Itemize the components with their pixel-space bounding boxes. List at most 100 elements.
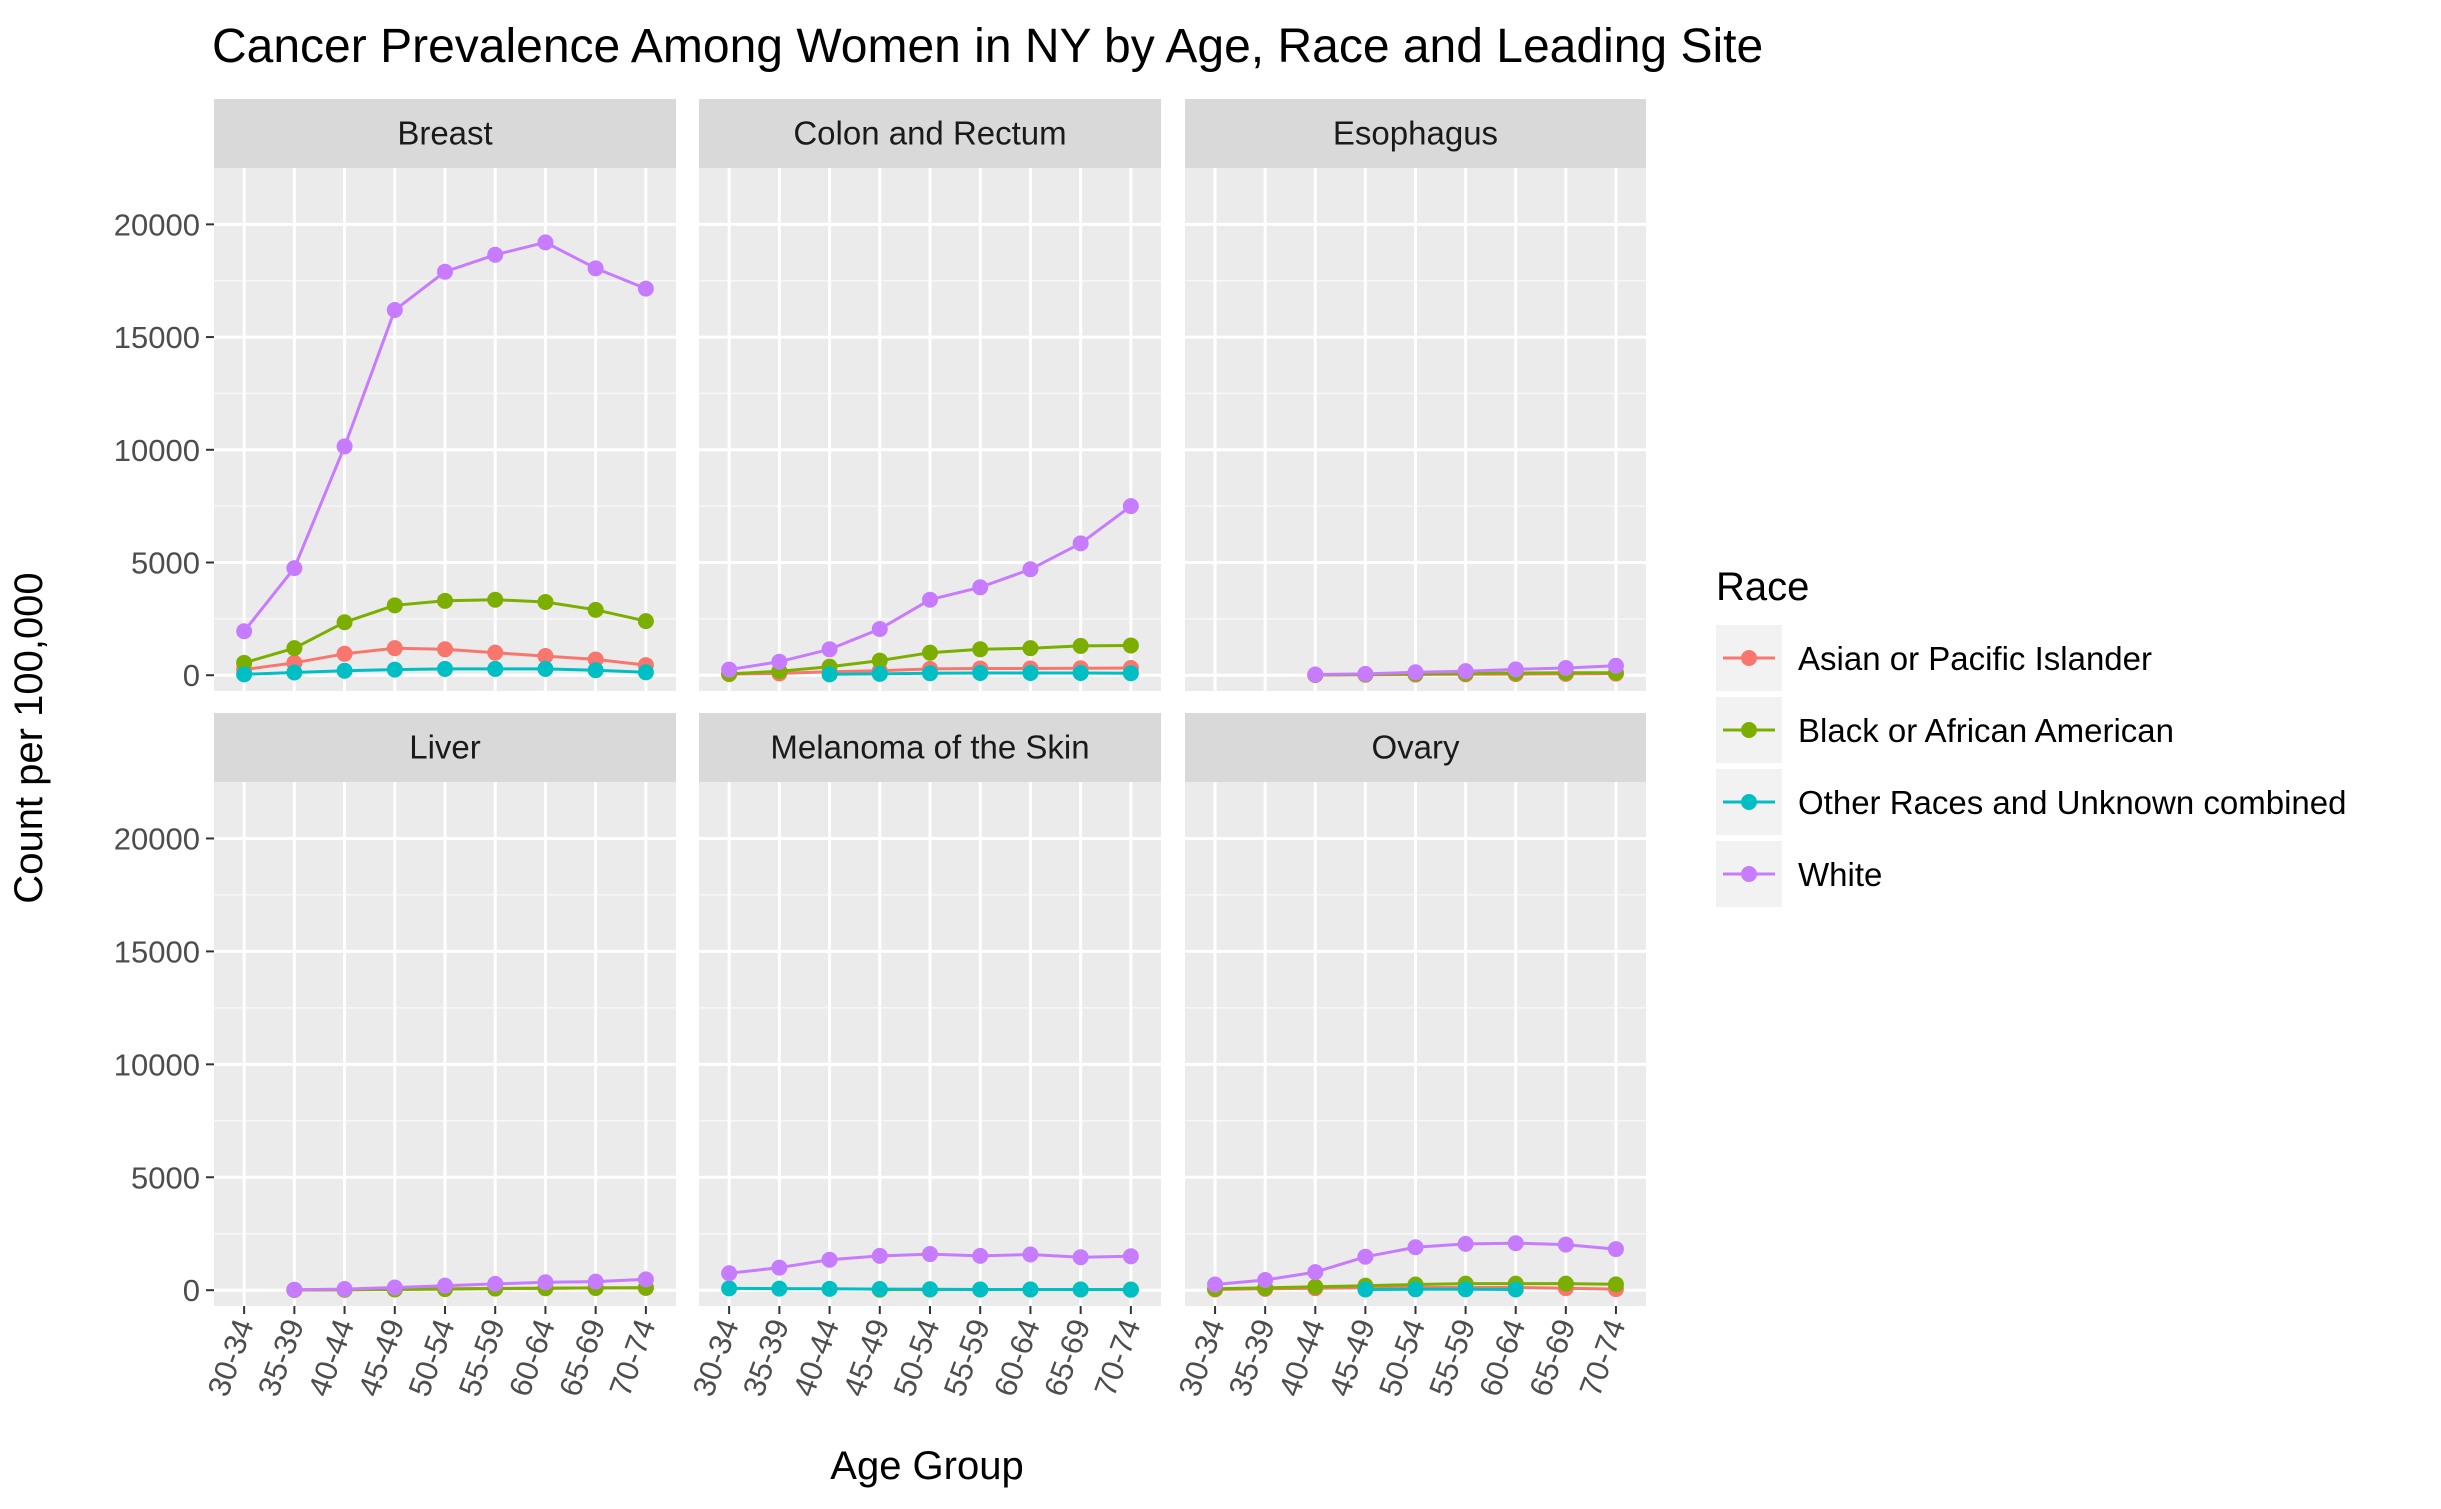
data-point [1508, 1235, 1524, 1251]
data-point [337, 1281, 353, 1297]
data-point [872, 666, 888, 682]
data-point [487, 592, 503, 608]
data-point [771, 654, 787, 670]
data-point [588, 1274, 604, 1290]
data-point [236, 623, 252, 639]
data-point [872, 621, 888, 637]
panel-esophagus: Esophagus [1185, 99, 1646, 691]
y-axis-title: Count per 100,000 [7, 572, 51, 903]
data-point [972, 579, 988, 595]
data-point [337, 438, 353, 454]
data-point [1508, 661, 1524, 677]
data-point [822, 1252, 838, 1268]
data-point [1458, 1236, 1474, 1252]
legend-label: Other Races and Unknown combined [1798, 784, 2346, 821]
data-point [972, 665, 988, 681]
facet-strip-label: Breast [397, 115, 492, 152]
y-tick-label: 5000 [131, 546, 200, 581]
data-point [922, 665, 938, 681]
data-point [822, 666, 838, 682]
data-point [387, 597, 403, 613]
data-point [771, 1260, 787, 1276]
legend-label: Black or African American [1798, 712, 2174, 749]
data-point [1123, 1282, 1139, 1298]
data-point [1073, 1249, 1089, 1265]
legend-key-point [1741, 722, 1757, 738]
data-point [1207, 1277, 1223, 1293]
data-point [822, 1281, 838, 1297]
data-point [1123, 665, 1139, 681]
data-point [1408, 1281, 1424, 1297]
data-point [922, 1246, 938, 1262]
data-point [437, 661, 453, 677]
data-point [1357, 1249, 1373, 1265]
data-point [437, 1278, 453, 1294]
facet-panels: Breast 0 5000 10000 15000 20000 Colon and Rect… [114, 99, 1646, 1401]
data-point [1073, 535, 1089, 551]
data-point [588, 602, 604, 618]
data-point [537, 661, 553, 677]
data-point [721, 1265, 737, 1281]
data-point [437, 264, 453, 280]
panel-colon-and-rectum: Colon and Rectum [699, 99, 1161, 691]
legend-label: Asian or Pacific Islander [1798, 640, 2152, 677]
facet-strip-label: Melanoma of the Skin [770, 729, 1089, 766]
y-tick-label: 0 [183, 1273, 200, 1308]
data-point [1357, 1282, 1373, 1298]
data-point [487, 645, 503, 661]
panel-melanoma-of-the-skin: Melanoma of the Skin30-3435-3940-4445-49… [686, 713, 1161, 1401]
y-tick-label: 15000 [114, 320, 200, 355]
data-point [1022, 640, 1038, 656]
y-tick-label: 20000 [114, 207, 200, 242]
legend-key-point [1741, 794, 1757, 810]
data-point [1608, 1276, 1624, 1292]
data-point [1408, 664, 1424, 680]
data-point [872, 1281, 888, 1297]
data-point [1558, 660, 1574, 676]
data-point [387, 302, 403, 318]
data-point [1123, 637, 1139, 653]
data-point [487, 661, 503, 677]
data-point [537, 594, 553, 610]
data-point [1558, 1237, 1574, 1253]
facet-strip-label: Liver [409, 729, 481, 766]
y-tick-label: 10000 [114, 1047, 200, 1082]
panel-liver: Liver0500010000150002000030-3435-3940-44… [114, 713, 676, 1401]
facet-strip-label: Colon and Rectum [793, 115, 1066, 152]
data-point [1073, 638, 1089, 654]
facet-strip-label: Ovary [1371, 729, 1460, 766]
data-point [1307, 1279, 1323, 1295]
data-point [1608, 1241, 1624, 1257]
data-point [286, 665, 302, 681]
data-point [1357, 666, 1373, 682]
data-point [387, 1279, 403, 1295]
data-point [638, 281, 654, 297]
data-point [1022, 1247, 1038, 1263]
data-point [922, 592, 938, 608]
data-point [1558, 1276, 1574, 1292]
x-axis-title: Age Group [830, 1444, 1023, 1488]
legend-item: Other Races and Unknown combined [1716, 769, 2346, 835]
data-point [437, 641, 453, 657]
data-point [1073, 665, 1089, 681]
data-point [537, 1274, 553, 1290]
legend-key-point [1741, 866, 1757, 882]
data-point [922, 645, 938, 661]
data-point [771, 1281, 787, 1297]
data-point [1458, 663, 1474, 679]
data-point [1123, 1248, 1139, 1264]
data-point [286, 640, 302, 656]
y-tick-label: 10000 [114, 433, 200, 468]
data-point [1022, 561, 1038, 577]
legend-item: White [1716, 841, 1882, 907]
legend-key-point [1741, 650, 1757, 666]
chart-title: Cancer Prevalence Among Women in NY by A… [212, 20, 1763, 73]
data-point [1307, 667, 1323, 683]
data-point [638, 1271, 654, 1287]
data-point [1458, 1281, 1474, 1297]
data-point [387, 640, 403, 656]
data-point [972, 1248, 988, 1264]
data-point [1307, 1264, 1323, 1280]
